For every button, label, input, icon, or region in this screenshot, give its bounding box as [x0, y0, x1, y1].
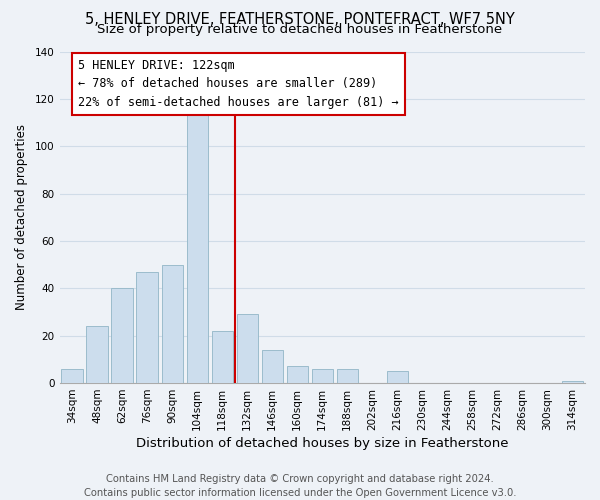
Bar: [212, 331, 233, 383]
Bar: [287, 366, 308, 383]
Text: 5 HENLEY DRIVE: 122sqm
← 78% of detached houses are smaller (289)
22% of semi-de: 5 HENLEY DRIVE: 122sqm ← 78% of detached…: [79, 58, 399, 108]
Bar: [161, 264, 183, 383]
Bar: [262, 350, 283, 383]
Text: Contains HM Land Registry data © Crown copyright and database right 2024.
Contai: Contains HM Land Registry data © Crown c…: [84, 474, 516, 498]
X-axis label: Distribution of detached houses by size in Featherstone: Distribution of detached houses by size …: [136, 437, 509, 450]
Y-axis label: Number of detached properties: Number of detached properties: [15, 124, 28, 310]
Bar: [187, 104, 208, 383]
Bar: [61, 369, 83, 383]
Bar: [562, 380, 583, 383]
Bar: [86, 326, 108, 383]
Text: 5, HENLEY DRIVE, FEATHERSTONE, PONTEFRACT, WF7 5NY: 5, HENLEY DRIVE, FEATHERSTONE, PONTEFRAC…: [85, 12, 515, 28]
Text: Size of property relative to detached houses in Featherstone: Size of property relative to detached ho…: [97, 22, 503, 36]
Bar: [387, 371, 408, 383]
Bar: [112, 288, 133, 383]
Bar: [311, 369, 333, 383]
Bar: [136, 272, 158, 383]
Bar: [236, 314, 258, 383]
Bar: [337, 369, 358, 383]
